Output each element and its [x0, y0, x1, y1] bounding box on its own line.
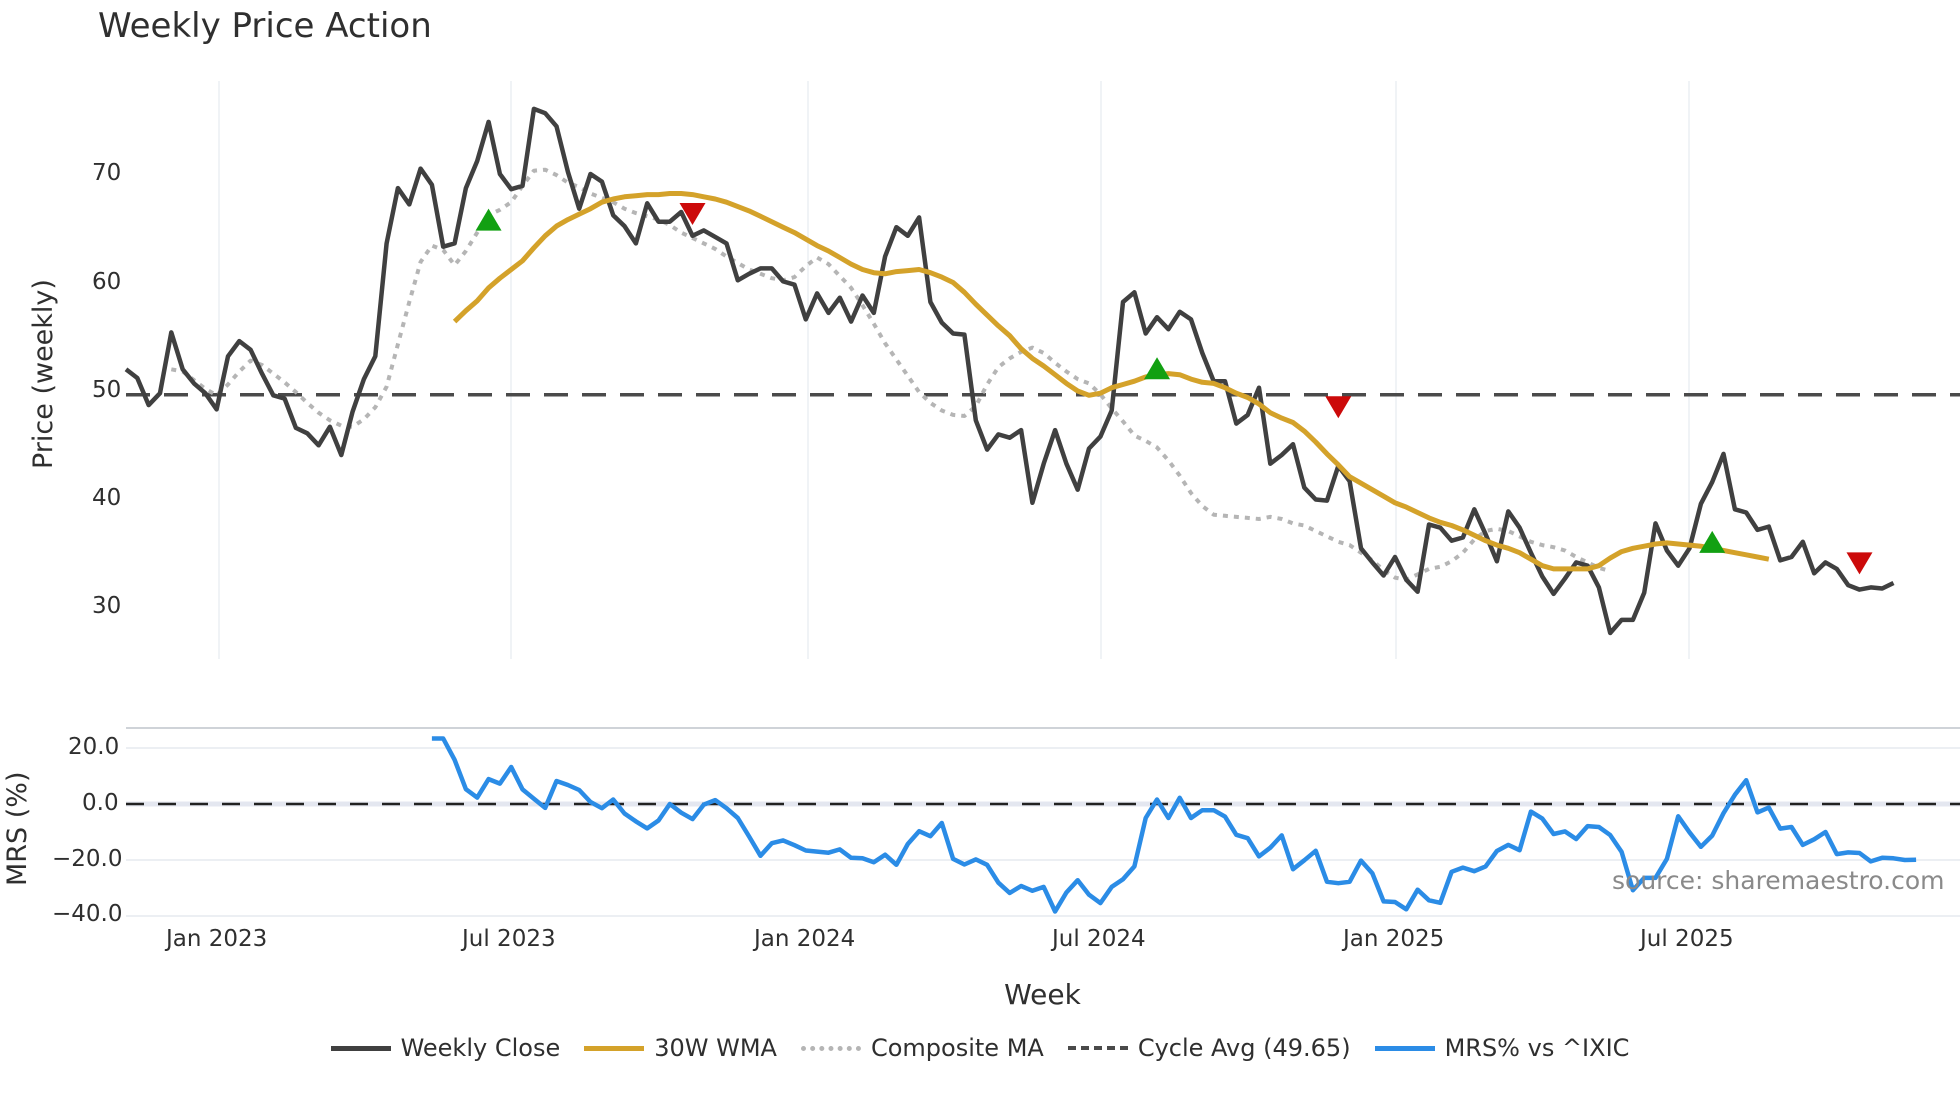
cycle-avg-swatch-icon — [1067, 1046, 1128, 1050]
mrs-swatch-icon — [1374, 1045, 1435, 1051]
mrs-tick-20: 20.0 — [68, 734, 120, 760]
legend-label: Composite MA — [870, 1034, 1044, 1062]
buy-signal-triangle-up-icon — [1144, 357, 1171, 380]
legend-item-30w-wma[interactable]: 30W WMA — [584, 1034, 777, 1062]
mrs-line — [431, 736, 1917, 914]
price-tick-70: 70 — [92, 160, 122, 186]
x-tick-jul-2024: Jul 2024 — [1052, 926, 1146, 952]
legend-label: 30W WMA — [654, 1034, 777, 1062]
price-tick-40: 40 — [92, 485, 122, 511]
mrs-gridlines — [126, 727, 1960, 917]
buy-signal-triangle-up-icon — [1699, 530, 1726, 553]
x-tick-jan-2025: Jan 2025 — [1343, 926, 1445, 952]
30w-wma-line — [452, 191, 1770, 572]
x-axis-label: Week — [1004, 978, 1081, 1011]
x-tick-jul-2023: Jul 2023 — [462, 926, 556, 952]
mrs-tick-minus40: −40.0 — [52, 901, 123, 927]
source-note: source: sharemaestro.com — [1612, 866, 1945, 895]
sell-signal-triangle-down-icon — [1325, 396, 1352, 419]
price-tick-60: 60 — [92, 269, 122, 295]
buy-signal-triangle-up-icon — [475, 208, 502, 231]
price-tick-50: 50 — [92, 377, 122, 403]
mrs-tick-0: 0.0 — [82, 790, 119, 816]
legend-item-cycle-avg[interactable]: Cycle Avg (49.65) — [1067, 1034, 1351, 1062]
signal-markers — [475, 203, 1873, 575]
legend-label: Cycle Avg (49.65) — [1137, 1034, 1351, 1062]
chart-title: Weekly Price Action — [98, 6, 432, 46]
legend: Weekly Close 30W WMA Composite MA Cycle … — [0, 1034, 1960, 1062]
weekly-close-line — [124, 106, 1895, 636]
price-axis-label: Price (weekly) — [28, 279, 59, 469]
legend-item-composite-ma[interactable]: Composite MA — [800, 1034, 1044, 1062]
sell-signal-triangle-down-icon — [679, 203, 706, 226]
legend-label: MRS% vs ^IXIC — [1444, 1034, 1630, 1062]
sell-signal-triangle-down-icon — [1846, 552, 1873, 575]
x-tick-jan-2024: Jan 2024 — [754, 926, 856, 952]
mrs-tick-minus20: −20.0 — [52, 846, 123, 872]
weekly-close-swatch-icon — [330, 1045, 391, 1051]
composite-ma-swatch-icon — [800, 1045, 861, 1051]
price-series — [124, 106, 1895, 636]
x-tick-jul-2025: Jul 2025 — [1640, 926, 1734, 952]
legend-item-mrs[interactable]: MRS% vs ^IXIC — [1374, 1034, 1630, 1062]
wma-swatch-icon — [584, 1045, 645, 1051]
legend-label: Weekly Close — [400, 1034, 561, 1062]
price-gridlines — [218, 81, 1690, 659]
legend-item-weekly-close[interactable]: Weekly Close — [330, 1034, 561, 1062]
mrs-axis-label: MRS (%) — [2, 771, 33, 887]
price-tick-30: 30 — [92, 593, 122, 619]
mrs-series — [431, 736, 1917, 914]
x-tick-jan-2023: Jan 2023 — [166, 926, 268, 952]
